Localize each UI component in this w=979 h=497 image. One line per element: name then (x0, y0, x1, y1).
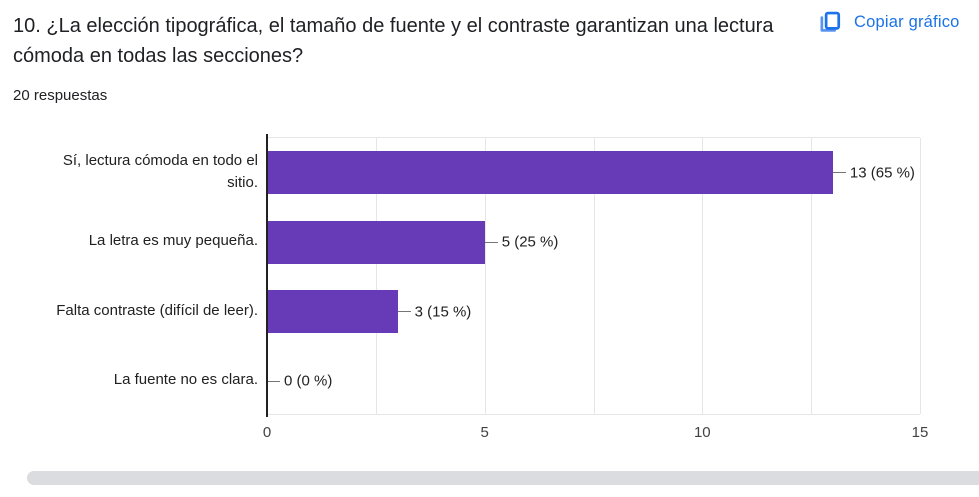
category-label: La letra es muy pequeña. (88, 232, 258, 250)
value-connector-line (267, 380, 280, 382)
x-tick-label: 10 (693, 424, 711, 441)
bar (267, 220, 485, 264)
x-axis-ticks: 0 5 10 15 (0, 424, 979, 444)
category-axis: Sí, lectura cómoda en todo el sitio. La l… (0, 137, 262, 415)
bar (267, 290, 398, 334)
category-label: Sí, lectura cómoda en todo el sitio. (62, 151, 258, 191)
value-connector-line (484, 241, 498, 243)
value-label: 13 (65 %) (849, 164, 915, 182)
x-tick-label: 5 (480, 424, 489, 441)
y-axis-line (266, 134, 268, 417)
value-connector-line (397, 311, 411, 312)
category-label: La fuente no es clara. (113, 371, 258, 389)
plot-area: 13 (65 %) 5 (25 %) 3 (15 %) 0 (0 %) (267, 137, 921, 415)
responses-count: 20 respuestas (13, 87, 108, 104)
copy-icon (816, 9, 843, 36)
question-title: 10. ¿La elección tipográfica, el tamaño … (13, 15, 774, 67)
value-label: 0 (0 %) (284, 372, 333, 390)
bar (267, 151, 833, 195)
gridline (920, 138, 921, 414)
copy-chart-button[interactable]: Copiar gráfico (812, 5, 964, 40)
value-label: 3 (15 %) (414, 303, 472, 321)
copy-chart-label: Copiar gráfico (854, 13, 960, 31)
value-label: 5 (25 %) (501, 233, 559, 251)
x-tick-label: 0 (262, 424, 272, 441)
x-tick-label: 15 (911, 424, 929, 441)
value-connector-line (832, 172, 846, 173)
gridline (375, 138, 377, 414)
horizontal-scrollbar-thumb[interactable] (27, 471, 979, 485)
category-label: Falta contraste (difícil de leer). (56, 301, 258, 319)
gridline (484, 138, 486, 414)
gridline (593, 138, 595, 414)
gridline (811, 138, 813, 414)
gridline (702, 138, 704, 414)
